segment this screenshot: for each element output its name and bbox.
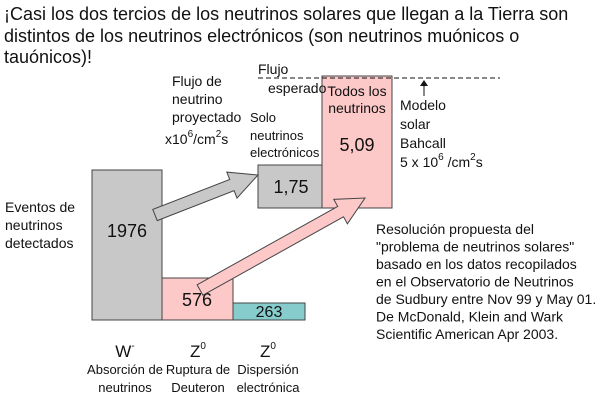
label: esperado	[268, 80, 327, 96]
label: proyectado	[172, 109, 241, 125]
title-line: tauónicos)!	[4, 47, 92, 67]
label: neutrino	[172, 91, 223, 107]
title-line: ¡Casi los dos tercios de los neutrinos s…	[4, 4, 568, 24]
label: Eventos de	[5, 199, 75, 215]
label: solar	[400, 116, 431, 132]
reaction-symbol: W-	[115, 341, 134, 361]
resolution-line: basado en los datos recopilados	[376, 256, 577, 272]
reaction-symbol: Z0	[260, 341, 276, 361]
superscript: -	[131, 341, 134, 352]
title: ¡Casi los dos tercios de los neutrinos s…	[4, 4, 568, 67]
symbol: Z	[190, 342, 200, 361]
reaction-label: Absorción de	[87, 362, 163, 377]
unit: /cm	[444, 154, 470, 170]
label: electrónicos	[250, 145, 320, 160]
title-line: distintos de los neutrinos electrónicos …	[4, 26, 519, 46]
label: x106/cm2s	[165, 129, 228, 147]
label: neutrinos	[328, 100, 386, 116]
resolution: Resolución propuesta del "problema de neu…	[376, 221, 596, 342]
unit: /cm	[193, 131, 216, 147]
unit: 6	[188, 129, 194, 140]
box	[321, 75, 393, 209]
symbol: Z	[260, 342, 270, 361]
unit: 6	[438, 152, 444, 163]
label: Bahcall	[400, 135, 446, 151]
box-value: 1,75	[273, 177, 308, 197]
box-value: 576	[182, 290, 212, 310]
unit: x10	[165, 131, 188, 147]
box-value: 263	[256, 304, 283, 321]
resolution-line: en el Observatorio de Neutrinos	[376, 274, 574, 290]
box	[257, 164, 326, 209]
reaction-symbol: Z0	[190, 341, 206, 361]
unit: s	[476, 154, 483, 170]
reaction-label: Deuteron	[171, 380, 224, 395]
box	[232, 302, 306, 321]
reaction-label: neutrinos	[98, 380, 152, 395]
reaction-label: electrónica	[237, 380, 301, 395]
symbol: W	[115, 342, 131, 361]
resolution-line: Scientific American Apr 2003.	[376, 326, 558, 342]
box-value: 5,09	[339, 135, 374, 155]
label: Todos los	[327, 83, 386, 99]
arrow-head	[420, 80, 428, 86]
arrow	[196, 197, 366, 296]
box	[91, 169, 163, 321]
label: neutrinos	[5, 217, 63, 233]
resolution-line: De McDonald, Klein and Wark	[376, 309, 564, 325]
unit: 5 x 10	[400, 154, 438, 170]
label: 5 x 106 /cm2s	[400, 152, 483, 170]
label: Flujo	[258, 61, 289, 77]
reaction-label: Ruptura de	[166, 362, 230, 377]
resolution-line: de Sudbury entre Nov 99 y May 01.	[376, 291, 596, 307]
resolution-line: "problema de neutrinos solares"	[376, 239, 574, 255]
unit: 2	[216, 129, 222, 140]
arrow	[152, 171, 260, 222]
reaction-label: Dispersión	[237, 362, 298, 377]
unit: 2	[470, 152, 476, 163]
label: neutrinos	[250, 128, 304, 143]
label: Flujo de	[172, 73, 222, 89]
unit: s	[221, 131, 228, 147]
superscript: 0	[270, 341, 276, 352]
box-value: 1976	[107, 221, 147, 241]
label: Solo	[250, 110, 276, 125]
superscript: 0	[200, 341, 206, 352]
label: Modelo	[400, 97, 446, 113]
resolution-line: Resolución propuesta del	[376, 221, 534, 237]
label: detectados	[5, 235, 74, 251]
